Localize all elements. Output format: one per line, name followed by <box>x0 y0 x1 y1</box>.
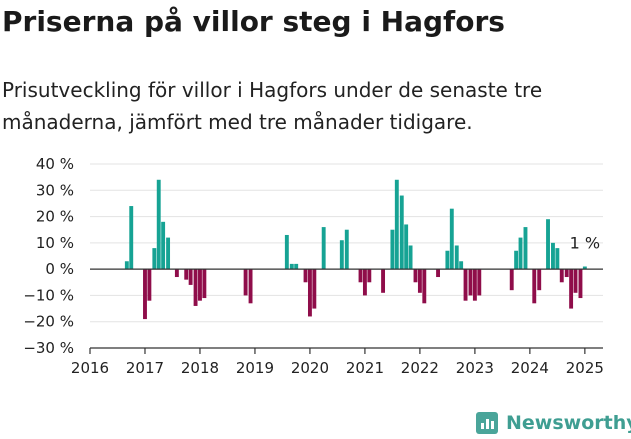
x-tick-label: 2020 <box>291 359 329 377</box>
x-tick-label: 2019 <box>236 359 274 377</box>
bar <box>321 227 326 270</box>
bar <box>198 269 202 301</box>
bar <box>243 269 248 296</box>
bar <box>307 269 312 317</box>
bar <box>152 248 157 270</box>
bar <box>459 261 464 270</box>
x-tick-label: 2025 <box>566 359 604 377</box>
bar <box>143 269 147 320</box>
newsworthy-logo-icon <box>476 412 498 434</box>
bar <box>555 248 560 270</box>
bar <box>312 269 317 309</box>
bar <box>514 250 519 270</box>
bar <box>202 269 207 299</box>
bar <box>390 229 395 270</box>
price-change-bar-chart: −30 % −20 % −10 % 0 % 10 % 20 % 30 % 40 % 2016 20… <box>23 155 604 377</box>
bar <box>408 245 413 270</box>
bar <box>344 229 349 270</box>
bar <box>193 269 198 306</box>
y-tick-label: 30 % <box>36 181 74 199</box>
page-subtitle: Prisutveckling för villor i Hagfors unde… <box>2 78 543 134</box>
brand-name: Newsworthy <box>506 412 631 434</box>
y-tick-label: −20 % <box>23 313 74 331</box>
x-tick-label: 2022 <box>401 359 439 377</box>
tick-labels: −30 % −20 % −10 % 0 % 10 % 20 % 30 % 40 % 2016 20… <box>23 155 604 377</box>
bar <box>532 269 537 304</box>
bar <box>248 269 253 304</box>
bar <box>436 269 440 278</box>
bar <box>174 269 179 278</box>
bar <box>156 179 161 270</box>
bar <box>509 269 514 291</box>
y-tick-label: 10 % <box>36 234 74 252</box>
bar <box>564 269 569 278</box>
bar <box>161 221 166 270</box>
y-tick-label: −30 % <box>23 339 74 357</box>
bar <box>399 195 404 270</box>
bar <box>477 269 482 296</box>
bar <box>358 269 363 283</box>
bar <box>404 224 409 270</box>
bar <box>147 269 152 301</box>
data-label: 1 % <box>570 234 600 253</box>
y-tick-label: 40 % <box>36 155 74 173</box>
bar <box>468 269 473 296</box>
y-tick-label: 20 % <box>36 208 74 226</box>
bar <box>573 269 578 293</box>
bar <box>449 208 454 270</box>
y-tick-label: 0 % <box>45 260 74 278</box>
bar <box>422 269 427 304</box>
x-tick-label: 2017 <box>126 359 164 377</box>
x-tick-label: 2016 <box>71 359 109 377</box>
bar <box>413 269 418 283</box>
bar <box>362 269 367 296</box>
bar <box>339 240 344 270</box>
bar <box>578 269 583 299</box>
bar <box>569 269 574 309</box>
bar <box>284 234 289 270</box>
bars <box>124 179 587 320</box>
bar <box>551 242 555 270</box>
x-tick-label: 2018 <box>181 359 219 377</box>
bar <box>166 237 171 270</box>
brand-logo: Newsworthy <box>476 408 631 438</box>
bar <box>523 227 528 270</box>
x-tick-label: 2023 <box>456 359 494 377</box>
bar <box>294 263 299 270</box>
bar <box>559 269 564 283</box>
bar <box>129 206 134 270</box>
bar <box>367 269 372 283</box>
bar <box>289 263 294 270</box>
bar <box>445 250 450 270</box>
bar <box>381 269 386 293</box>
page-title: Priserna på villor steg i Hagfors <box>2 5 505 38</box>
bar <box>184 269 189 280</box>
bar <box>188 269 193 285</box>
bar <box>463 269 468 301</box>
bar <box>518 237 523 270</box>
bar <box>546 219 550 270</box>
x-tick-label: 2021 <box>346 359 384 377</box>
bar <box>303 269 308 283</box>
bar <box>417 269 422 293</box>
bar <box>472 269 477 301</box>
bar <box>582 266 587 270</box>
axes <box>89 268 603 354</box>
bar <box>454 245 459 270</box>
y-tick-label: −10 % <box>23 286 74 304</box>
bar <box>537 269 542 291</box>
bar <box>124 261 129 270</box>
bar <box>394 179 399 270</box>
x-tick-label: 2024 <box>511 359 549 377</box>
